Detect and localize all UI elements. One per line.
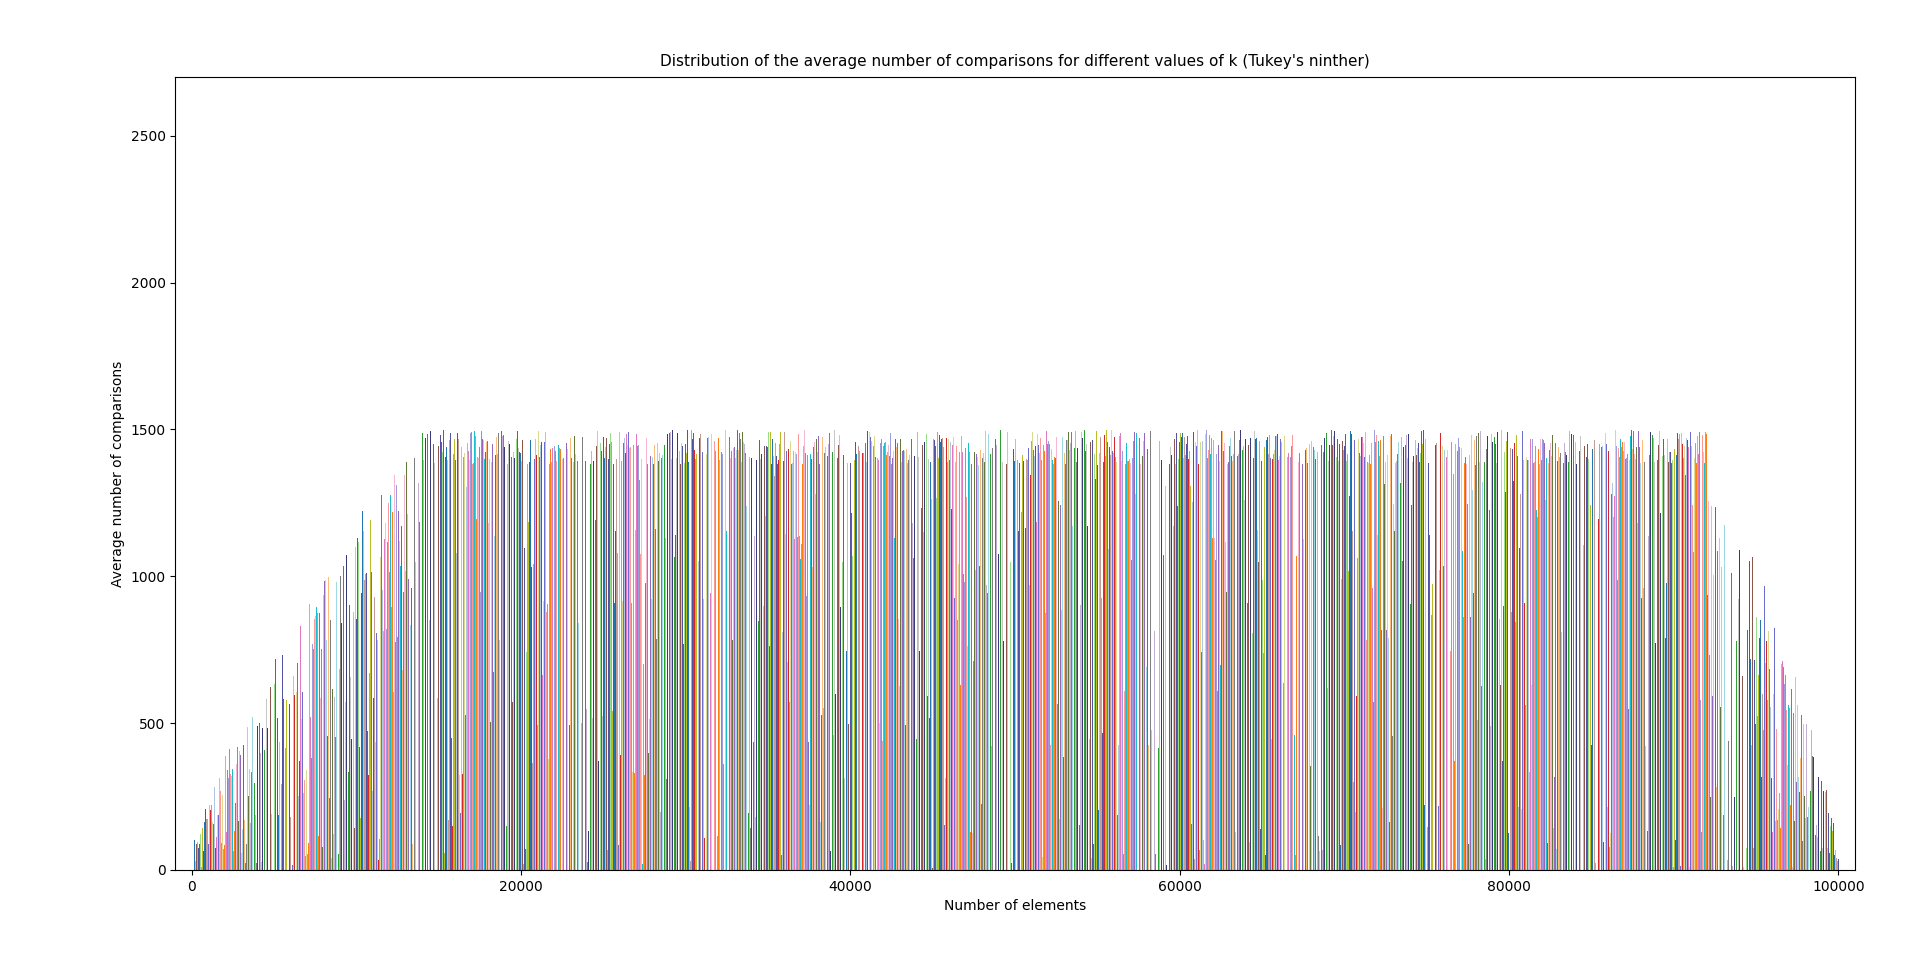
- Y-axis label: Average number of comparisons: Average number of comparisons: [111, 361, 125, 586]
- X-axis label: Number of elements: Number of elements: [945, 899, 1087, 913]
- Title: Distribution of the average number of comparisons for different values of k (Tuk: Distribution of the average number of co…: [660, 54, 1371, 69]
